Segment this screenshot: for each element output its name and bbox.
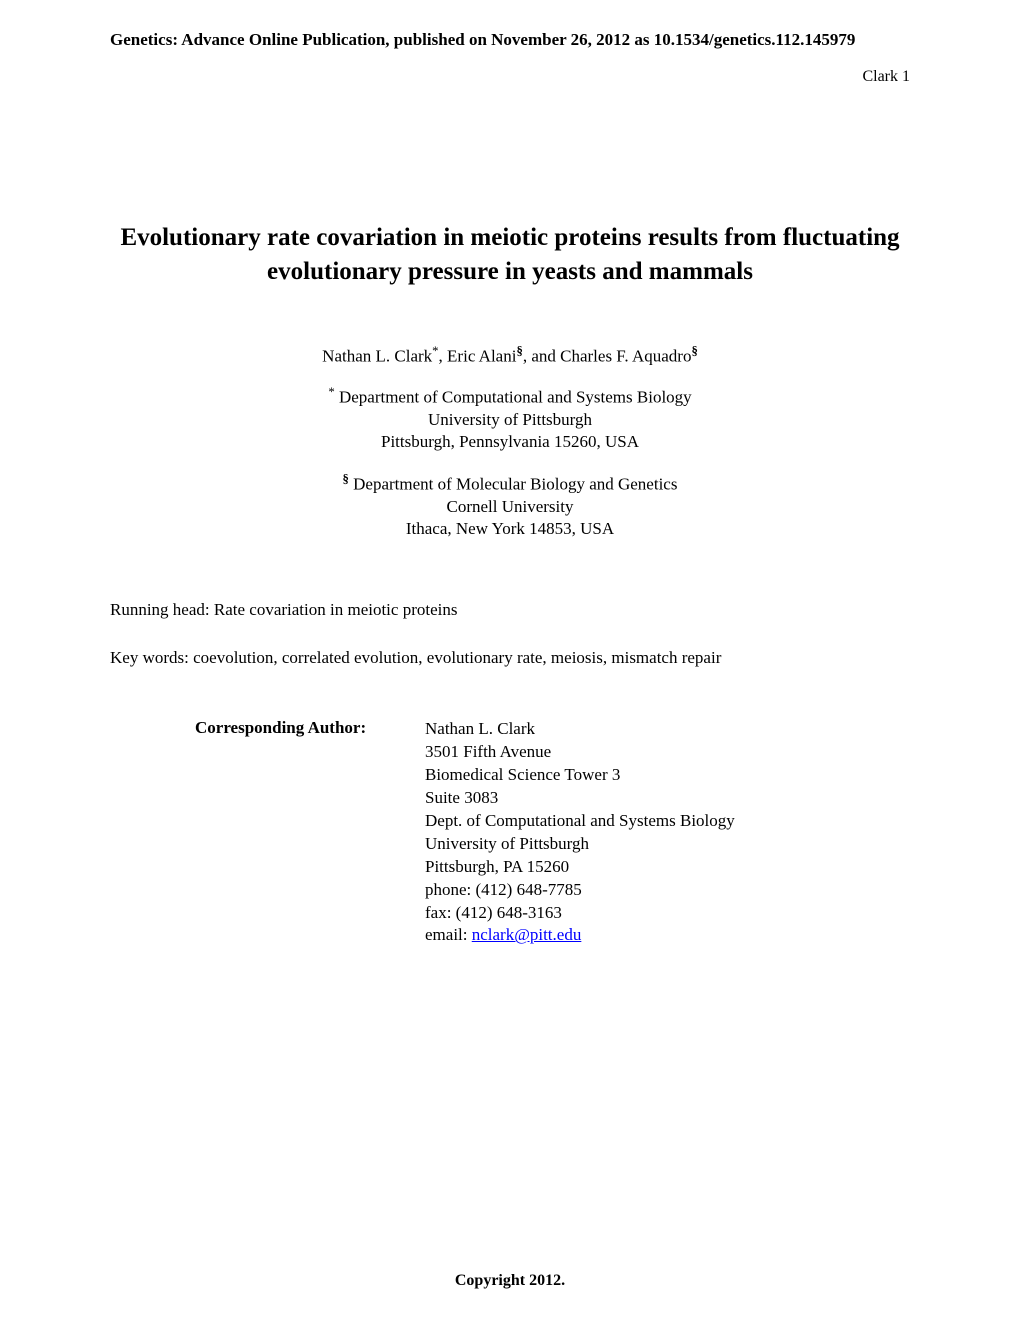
- corresponding-university: University of Pittsburgh: [425, 833, 735, 856]
- corresponding-email-line: email: nclark@pitt.edu: [425, 924, 735, 947]
- corresponding-author-section: Corresponding Author: Nathan L. Clark 35…: [195, 718, 910, 947]
- corresponding-fax: fax: (412) 648-3163: [425, 902, 735, 925]
- corresponding-email-label: email:: [425, 925, 472, 944]
- affiliation-1-dept: Department of Computational and Systems …: [335, 388, 692, 407]
- paper-title: Evolutionary rate covariation in meiotic…: [110, 221, 910, 289]
- affiliation-1: * Department of Computational and System…: [110, 384, 910, 453]
- keywords: Key words: coevolution, correlated evolu…: [110, 648, 910, 668]
- corresponding-address-2: Biomedical Science Tower 3: [425, 764, 735, 787]
- corresponding-phone: phone: (412) 648-7785: [425, 879, 735, 902]
- corresponding-email-link[interactable]: nclark@pitt.edu: [472, 925, 582, 944]
- corresponding-author-info: Nathan L. Clark 3501 Fifth Avenue Biomed…: [425, 718, 735, 947]
- affiliation-2-dept: Department of Molecular Biology and Gene…: [349, 475, 678, 494]
- author-3-name: , and Charles F. Aquadro: [523, 346, 692, 365]
- affiliation-1-line-1: * Department of Computational and System…: [110, 384, 910, 409]
- authors-line: Nathan L. Clark*, Eric Alani§, and Charl…: [110, 344, 910, 367]
- running-head: Running head: Rate covariation in meioti…: [110, 600, 910, 620]
- publication-header: Genetics: Advance Online Publication, pu…: [110, 30, 910, 50]
- affiliation-1-location: Pittsburgh, Pennsylvania 15260, USA: [110, 431, 910, 453]
- corresponding-dept: Dept. of Computational and Systems Biolo…: [425, 810, 735, 833]
- corresponding-author-label: Corresponding Author:: [195, 718, 425, 947]
- copyright-notice: Copyright 2012.: [0, 1272, 1020, 1290]
- corresponding-name: Nathan L. Clark: [425, 718, 735, 741]
- affiliation-2: § Department of Molecular Biology and Ge…: [110, 471, 910, 540]
- corresponding-address-1: 3501 Fifth Avenue: [425, 741, 735, 764]
- corresponding-address-3: Suite 3083: [425, 787, 735, 810]
- page-number-header: Clark 1: [110, 68, 910, 86]
- author-1-name: Nathan L. Clark: [322, 346, 432, 365]
- affiliation-2-location: Ithaca, New York 14853, USA: [110, 518, 910, 540]
- corresponding-city: Pittsburgh, PA 15260: [425, 856, 735, 879]
- affiliation-2-university: Cornell University: [110, 496, 910, 518]
- affiliation-2-line-1: § Department of Molecular Biology and Ge…: [110, 471, 910, 496]
- author-2-name: , Eric Alani: [439, 346, 517, 365]
- author-3-affiliation-marker: §: [691, 344, 697, 358]
- affiliation-1-university: University of Pittsburgh: [110, 409, 910, 431]
